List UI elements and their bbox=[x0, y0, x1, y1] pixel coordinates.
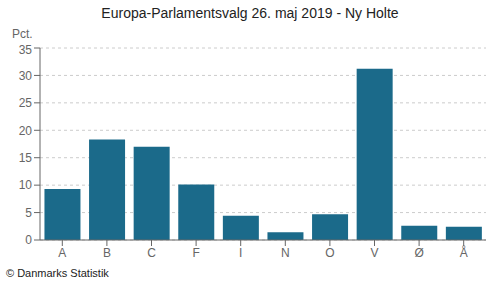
svg-text:F: F bbox=[192, 246, 199, 260]
svg-text:5: 5 bbox=[25, 206, 32, 220]
svg-text:10: 10 bbox=[19, 178, 33, 192]
svg-text:15: 15 bbox=[19, 151, 33, 165]
svg-text:N: N bbox=[281, 246, 290, 260]
svg-text:35: 35 bbox=[19, 43, 33, 57]
svg-text:0: 0 bbox=[25, 233, 32, 247]
svg-text:Å: Å bbox=[460, 245, 468, 260]
svg-text:V: V bbox=[370, 246, 378, 260]
svg-text:30: 30 bbox=[19, 69, 33, 83]
html-text:Europa-Parlamentsvalg 26. maj: Europa-Parlamentsvalg 26. maj 2019 - Ny … bbox=[101, 5, 399, 21]
svg-text:B: B bbox=[103, 246, 111, 260]
svg-text:A: A bbox=[58, 246, 66, 260]
html-text:© Danmarks Statistik: © Danmarks Statistik bbox=[6, 267, 109, 279]
svg-text:O: O bbox=[325, 246, 334, 260]
svg-text:I: I bbox=[239, 246, 242, 260]
svg-text:25: 25 bbox=[19, 96, 33, 110]
svg-text:Ø: Ø bbox=[414, 246, 423, 260]
html-text:Pct.: Pct. bbox=[12, 27, 33, 41]
svg-text:20: 20 bbox=[19, 124, 33, 138]
svg-text:C: C bbox=[147, 246, 156, 260]
